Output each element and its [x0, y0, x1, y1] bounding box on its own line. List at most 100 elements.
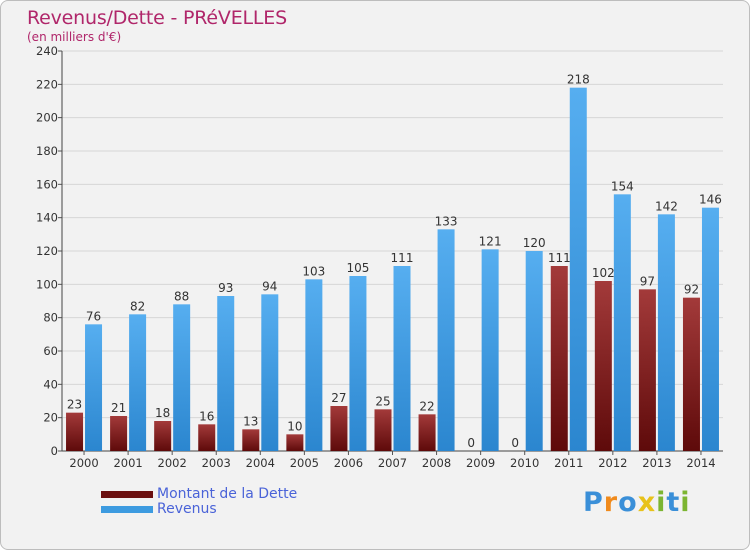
legend-label-revenus: Revenus: [157, 501, 217, 517]
bar-revenus-label: 76: [86, 309, 101, 323]
x-tick-label: 2003: [202, 456, 231, 470]
x-tick-label: 2009: [466, 456, 495, 470]
logo-letter: x: [637, 487, 657, 518]
logo-letter: o: [618, 487, 638, 518]
y-tick-label: 80: [43, 311, 58, 325]
x-tick-label: 2007: [378, 456, 407, 470]
bar-revenus: [525, 251, 543, 451]
bar-revenus-label: 146: [699, 193, 722, 207]
bar-dette-label: 97: [640, 274, 655, 288]
y-tick-label: 220: [36, 77, 58, 91]
bar-revenus: [173, 304, 191, 451]
bar-dette-label: 27: [331, 391, 346, 405]
y-tick-label: 200: [36, 111, 58, 125]
bar-dette: [154, 421, 172, 451]
bar-dette: [638, 289, 656, 451]
bar-dette: [286, 434, 304, 451]
bar-revenus: [569, 87, 587, 452]
x-tick-label: 2012: [598, 456, 627, 470]
logo-letter: r: [603, 487, 619, 518]
bar-dette-label: 25: [375, 394, 390, 408]
bar-dette: [198, 424, 216, 451]
bar-revenus: [613, 194, 631, 452]
logo-letter: P: [583, 487, 604, 518]
bar-dette-label: 21: [111, 401, 126, 415]
bar-dette: [330, 406, 348, 451]
bar-dette-label: 18: [155, 406, 170, 420]
bar-dette-label: 102: [592, 266, 615, 280]
y-tick-label: 240: [36, 44, 58, 58]
bar-revenus: [85, 324, 103, 451]
bar-revenus: [217, 296, 235, 451]
logo-letter: i: [680, 487, 691, 518]
y-tick-label: 60: [43, 344, 58, 358]
bar-dette-label: 0: [511, 436, 519, 450]
bar-revenus: [481, 249, 499, 451]
legend-label-dette: Montant de la Dette: [157, 486, 298, 502]
bar-revenus-label: 133: [435, 214, 458, 228]
bar-revenus-label: 121: [479, 234, 502, 248]
bar-dette: [374, 409, 392, 451]
proxiti-logo: Proxiti: [583, 487, 691, 518]
bar-dette: [550, 266, 568, 451]
legend-swatch-dette: [101, 491, 153, 498]
bar-revenus-label: 154: [611, 179, 634, 193]
x-tick-label: 2006: [334, 456, 363, 470]
y-tick-label: 160: [36, 177, 58, 191]
bar-dette: [682, 297, 700, 451]
x-tick-label: 2001: [113, 456, 142, 470]
y-tick-label: 40: [43, 377, 58, 391]
bar-dette-label: 10: [287, 419, 302, 433]
bar-dette-label: 0: [467, 436, 475, 450]
bar-revenus-label: 94: [262, 279, 277, 293]
bar-dette-label: 22: [419, 399, 434, 413]
bar-revenus-label: 103: [302, 264, 325, 278]
y-tick-label: 140: [36, 211, 58, 225]
bar-dette: [418, 414, 436, 451]
bar-dette-label: 111: [548, 251, 571, 265]
bar-dette-label: 13: [243, 414, 258, 428]
x-tick-label: 2014: [686, 456, 715, 470]
bar-revenus: [437, 229, 455, 451]
bar-dette-label: 16: [199, 409, 214, 423]
bar-revenus: [261, 294, 279, 451]
bar-dette: [110, 416, 128, 451]
bar-dette: [594, 281, 612, 451]
bar-revenus-label: 93: [218, 281, 233, 295]
chart-subtitle: (en milliers d'€): [27, 30, 122, 44]
bar-dette: [242, 429, 260, 451]
bar-dette-label: 92: [684, 283, 699, 297]
bar-revenus-label: 120: [523, 236, 546, 250]
y-tick-label: 120: [36, 244, 58, 258]
x-tick-label: 2000: [69, 456, 98, 470]
y-tick-label: 0: [51, 444, 58, 458]
bar-revenus: [393, 266, 411, 451]
bar-revenus: [657, 214, 675, 451]
x-tick-label: 2013: [642, 456, 671, 470]
x-tick-label: 2011: [554, 456, 583, 470]
y-tick-label: 100: [36, 277, 58, 291]
x-tick-label: 2010: [510, 456, 539, 470]
bar-dette: [66, 412, 84, 451]
chart-title: Revenus/Dette - PRéVELLES: [27, 7, 287, 29]
bar-revenus-label: 218: [567, 73, 590, 87]
bar-revenus-label: 88: [174, 289, 189, 303]
bar-revenus: [349, 276, 367, 451]
bar-revenus-label: 111: [391, 251, 414, 265]
bar-revenus-label: 142: [655, 199, 678, 213]
legend-swatch-revenus: [101, 506, 153, 513]
x-tick-label: 2004: [246, 456, 275, 470]
bar-revenus-label: 105: [346, 261, 369, 275]
bar-revenus: [305, 279, 323, 451]
logo-letter: i: [656, 487, 667, 518]
x-tick-label: 2002: [158, 456, 187, 470]
x-tick-label: 2005: [290, 456, 319, 470]
y-tick-label: 180: [36, 144, 58, 158]
x-tick-label: 2008: [422, 456, 451, 470]
logo-letter: t: [666, 487, 681, 518]
bar-revenus: [701, 207, 719, 451]
y-tick-label: 20: [43, 411, 58, 425]
bar-revenus: [129, 314, 147, 451]
